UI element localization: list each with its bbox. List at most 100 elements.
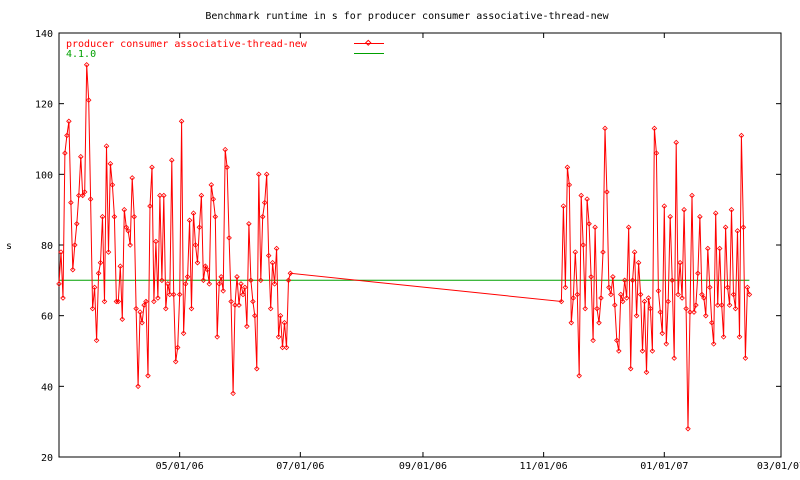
data-point <box>261 199 268 206</box>
data-point <box>635 259 642 266</box>
data-point <box>62 150 68 156</box>
data-point <box>127 242 133 248</box>
data-point <box>631 249 638 255</box>
data-point <box>115 298 122 305</box>
plot-frame <box>58 32 782 458</box>
data-point <box>101 298 108 305</box>
data-point <box>612 302 618 308</box>
data-point <box>133 305 139 312</box>
data-point <box>637 291 644 298</box>
y-tick-label: 60 <box>41 312 53 323</box>
data-point <box>216 281 222 287</box>
data-point <box>639 348 646 354</box>
data-point <box>163 305 169 312</box>
data-point <box>66 118 72 125</box>
data-point <box>732 305 739 312</box>
y-axis-label: s <box>6 241 12 252</box>
data-point <box>608 291 614 298</box>
data-point <box>196 224 203 231</box>
data-point <box>87 196 94 202</box>
data-point <box>149 164 155 171</box>
data-point <box>588 274 594 280</box>
data-point <box>78 153 84 160</box>
data-point <box>744 284 751 291</box>
data-point <box>629 277 636 284</box>
data-point <box>153 238 159 245</box>
data-point <box>265 252 272 259</box>
data-point <box>161 192 167 199</box>
data-point <box>252 312 258 319</box>
data-point <box>701 295 707 301</box>
data-point <box>681 206 687 213</box>
x-axis: 05/01/06 07/01/06 09/01/06 11/01/06 01/01/07… <box>156 33 800 472</box>
data-point <box>254 365 260 372</box>
data-point <box>714 302 721 308</box>
data-point <box>653 150 660 156</box>
data-point <box>279 344 286 351</box>
data-point <box>669 277 675 284</box>
data-point <box>699 291 705 298</box>
data-point <box>730 291 737 298</box>
data-point <box>103 143 110 149</box>
x-tick-label: 03/01/07 <box>757 461 800 472</box>
data-point <box>170 291 177 298</box>
data-point <box>93 337 100 344</box>
data-point <box>188 305 195 312</box>
data-point <box>582 305 588 312</box>
data-point <box>663 341 670 347</box>
data-point <box>242 284 248 291</box>
data-point <box>165 281 171 287</box>
data-point <box>705 245 711 252</box>
data-point <box>244 323 250 330</box>
data-point <box>220 288 226 294</box>
data-point <box>269 259 276 266</box>
data-point <box>614 337 620 344</box>
data-point <box>208 182 215 188</box>
data-point <box>141 302 147 308</box>
data-point <box>677 259 683 266</box>
data-point <box>151 298 157 305</box>
data-point <box>117 263 124 269</box>
x-tick-label: 01/01/07 <box>640 461 688 472</box>
data-point <box>167 291 173 298</box>
data-point <box>570 295 577 301</box>
data-point <box>740 224 747 231</box>
data-point <box>214 334 220 340</box>
y-tick-label: 140 <box>35 29 53 40</box>
data-point <box>649 348 656 354</box>
x-tick-label: 07/01/06 <box>276 461 324 472</box>
y-tick-label: 20 <box>41 453 53 464</box>
data-point <box>83 62 90 68</box>
legend: producer consumer associative-thread-new… <box>66 39 384 60</box>
data-point <box>712 210 719 216</box>
y-tick-label: 100 <box>35 170 53 181</box>
data-point <box>95 270 102 277</box>
data-point <box>258 277 264 284</box>
data-point <box>267 305 274 312</box>
y-tick-label: 80 <box>41 241 53 252</box>
data-point <box>97 259 104 266</box>
data-point <box>687 309 693 315</box>
data-point <box>228 298 234 305</box>
data-point <box>129 175 135 181</box>
data-point <box>91 284 98 291</box>
data-point <box>147 203 153 209</box>
data-point <box>693 302 699 308</box>
data-point <box>616 348 622 354</box>
data-point <box>697 213 703 220</box>
data-point <box>558 298 565 305</box>
data-point <box>271 281 278 287</box>
data-point <box>738 132 745 139</box>
data-point <box>287 270 294 277</box>
data-point <box>139 319 145 326</box>
data-point <box>240 291 246 298</box>
data-point <box>123 224 130 231</box>
data-point <box>137 309 143 315</box>
data-point <box>56 281 62 287</box>
data-point <box>602 125 608 132</box>
data-point <box>232 302 238 308</box>
data-point <box>107 160 114 167</box>
data-point <box>204 266 211 273</box>
data-point <box>655 288 662 294</box>
data-point <box>248 277 254 284</box>
